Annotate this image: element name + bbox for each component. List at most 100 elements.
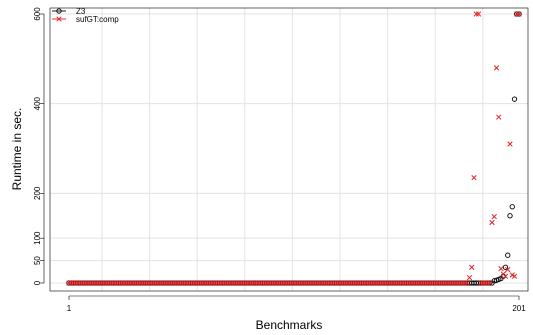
y-tick-label: 100 [33,231,42,245]
sufgt-comp-point [361,280,367,286]
sufgt-comp-point [462,280,468,286]
sufgt-comp-point [91,280,97,286]
sufgt-comp-point [212,280,218,286]
sufgt-comp-point [84,280,90,286]
sufgt-comp-point [372,280,378,286]
sufgt-comp-point [217,280,223,286]
sufgt-comp-point [313,280,320,286]
sufgt-comp-point [505,266,511,273]
sufgt-comp-point [381,280,387,286]
sufgt-comp-point [453,280,459,286]
sufgt-comp-point [430,280,437,286]
sufgt-comp-point [266,280,272,286]
sufgt-comp-point [289,280,295,286]
sufgt-comp-point [172,280,178,286]
sufgt-comp-point [248,280,254,286]
sufgt-comp-point [56,16,62,22]
sufgt-comp-point [439,280,446,286]
sufgt-comp-point [302,280,308,286]
sufgt-comp-point [284,280,290,286]
sufgt-comp-point [415,280,421,286]
sufgt-comp-point [237,280,243,286]
sufgt-comp-point [428,280,434,286]
sufgt-comp-point [131,280,137,286]
z3-point [505,252,511,258]
sufgt-comp-point [199,280,205,286]
sufgt-comp-point [455,280,461,286]
sufgt-comp-point [349,280,356,286]
sufgt-comp-point [124,280,131,286]
sufgt-comp-point [160,280,167,286]
sufgt-comp-point [311,280,317,286]
sufgt-comp-point [122,280,128,286]
sufgt-comp-point [385,280,392,286]
sufgt-comp-point [113,280,119,286]
x-tick-label: 201 [512,304,526,313]
y-axis-title: Runtime in sec. [10,108,24,191]
sufgt-comp-point [322,280,329,286]
sufgt-comp-point [352,280,358,286]
sufgt-comp-point [203,280,209,286]
sufgt-comp-point [514,11,520,17]
sufgt-comp-point [239,280,245,286]
sufgt-comp-point [257,280,263,286]
sufgt-comp-point [223,280,230,286]
grid-lines [50,8,528,291]
sufgt-comp-point [376,280,383,286]
sufgt-comp-point [142,280,149,286]
sufgt-comp-point [469,264,475,270]
sufgt-comp-point [390,280,396,286]
sufgt-comp-point [133,280,140,286]
sufgt-comp-point [167,280,173,286]
sufgt-comp-point [448,280,455,286]
sufgt-comp-point [471,174,477,181]
sufgt-comp-point [442,280,448,286]
x-tick-label: 1 [67,304,72,313]
sufgt-comp-point [138,280,144,286]
sufgt-comp-point [118,280,124,286]
y-tick-label: 600 [33,7,42,21]
x-axis-title: Benchmarks [256,318,323,332]
sufgt-comp-point [158,280,164,286]
sufgt-comp-point [475,11,482,17]
sufgt-comp-point [298,280,304,286]
sufgt-comp-point [457,280,464,286]
sufgt-comp-point [235,280,241,286]
sufgt-comp-point [262,280,268,286]
sufgt-comp-point [478,280,484,286]
sufgt-comp-point [516,11,522,17]
sufgt-comp-point [120,280,126,286]
sufgt-comp-point [496,114,502,120]
sufgt-comp-point [163,280,169,286]
sufgt-comp-point [196,280,203,286]
sufgt-comp-point [176,280,182,286]
sufgt-comp-point [165,280,171,286]
sufgt-comp-point [86,280,92,286]
sufgt-comp-point [383,280,389,286]
sufgt-comp-point [464,280,470,286]
sufgt-comp-point [149,280,155,286]
sufgt-comp-point [187,280,194,286]
sufgt-comp-point [406,280,412,286]
sufgt-comp-point [347,280,353,286]
sufgt-comp-point [68,280,74,286]
sufgt-comp-point [392,280,398,286]
plot-frame [49,7,529,292]
sufgt-comp-point [293,280,299,286]
sufgt-comp-point [145,280,151,286]
sufgt-comp-point [403,280,410,286]
sufgt-comp-point [73,280,79,286]
sufgt-comp-point [410,280,416,286]
sufgt-comp-point [109,280,115,286]
sufgt-comp-point [417,280,423,286]
sufgt-comp-point [460,280,466,286]
sufgt-comp-point [370,280,376,286]
sufgt-comp-point [412,280,419,286]
sufgt-comp-point [433,280,439,286]
sufgt-comp-point [106,280,113,286]
sufgt-comp-point [275,280,281,286]
sufgt-comp-point [466,274,473,281]
sufgt-comp-point [115,280,122,286]
sufgt-comp-point [111,280,117,286]
